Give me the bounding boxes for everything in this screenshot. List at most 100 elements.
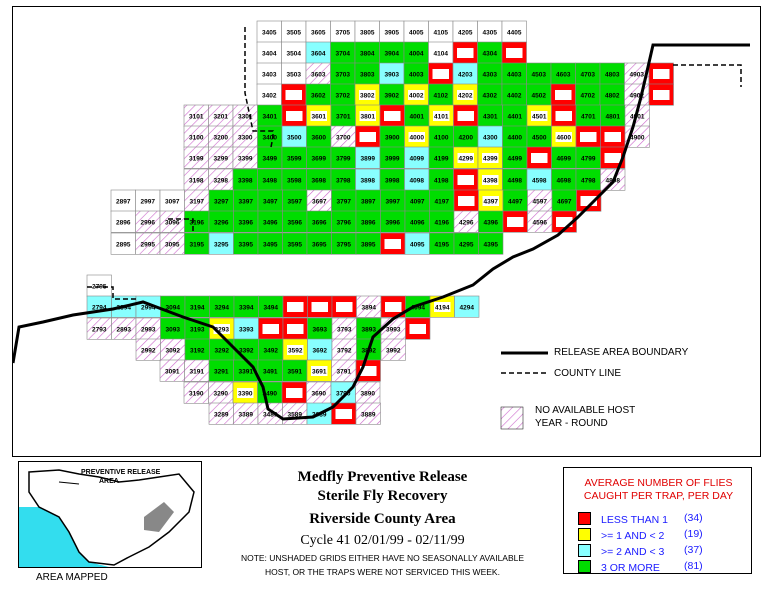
grid-cell-label-bg [237,388,254,398]
grid-cell-label-bg [213,345,230,355]
grid-cell-number: 3794 [337,305,352,312]
grid-cell-label-bg [604,153,621,163]
grid-cell-number: 4305 [483,30,498,37]
grid-cell-number: 4397 [484,199,499,206]
grid-cell-number: 3401 [263,114,278,121]
grid-cell-number: 4103 [434,72,449,79]
grid-cell-label-bg [458,302,475,312]
grid-cell-number: 2992 [141,348,156,355]
grid-cell-label-bg [433,175,450,185]
grid-cell-label-bg [286,388,303,398]
grid-cell-number: 4903 [630,72,645,79]
grid-cell-label-bg [335,111,352,121]
legend-no-host-1: NO AVAILABLE HOST [535,405,636,416]
grid-cell-label-bg [213,324,230,334]
grid-cell-label-bg [408,175,425,185]
grid-cell-label-bg [237,239,254,249]
grid-cell-label-bg [359,90,376,100]
grid-cell-label-bg [188,239,205,249]
grid-cell-label-bg [310,111,327,121]
grid-cell-number: 3498 [263,178,278,185]
grid-cell-label-bg [481,90,498,100]
grid-cell-label-bg [164,324,181,334]
grid-cell-number: 4094 [411,305,426,312]
grid-cell-label-bg [164,302,181,312]
note-line-2: HOST, OR THE TRAPS WERE NOT SERVICED THI… [265,567,500,577]
grid-cell-number: 3905 [385,30,400,37]
grid-cell-label-bg [653,69,670,79]
grid-cell-label-bg [335,153,352,163]
grid-cell-number: 4297 [459,199,474,206]
grid-cell-label-bg [507,217,524,227]
grid-cell-number: 3300 [238,135,253,142]
grid-cell-number: 4294 [460,305,475,312]
grid-cell-number: 3400 [263,135,278,142]
grid-cell-label-bg [457,175,474,185]
grid-cell-number: 3196 [190,220,205,227]
fly-legend-count: (34) [684,512,703,524]
grid-cell-label-bg [310,48,327,58]
grid-cell-number: 3995 [386,242,401,249]
grid-cell-label-bg [336,302,353,312]
grid-cell-number: 3791 [337,369,352,376]
grid-cell-number: 3493 [264,327,279,334]
grid-cell-label-bg [359,132,376,142]
grid-cell-number: 3703 [336,72,351,79]
grid-cell-label-bg [556,196,573,206]
grid-cell-label-bg [238,324,255,334]
grid-cell-label-bg [359,48,376,58]
grid-cell-number: 3199 [189,156,204,163]
grid-cell-number: 4401 [508,114,523,121]
grid-cell-number: 2894 [117,305,132,312]
grid-cell-label-bg [457,90,474,100]
grid-cell-number: 4398 [483,178,498,185]
grid-cell-number: 3701 [336,114,351,121]
grid-cell-label-bg [384,239,401,249]
grid-cell-number: 4600 [557,135,572,142]
grid-cell-number: 4104 [434,51,449,58]
grid-cell-label-bg [261,111,278,121]
grid-cell-label-bg [555,132,572,142]
grid-cell-number: 3798 [336,178,351,185]
grid-cell-label-bg [261,388,278,398]
grid-cell-label-bg [408,111,425,121]
grid-cell-label-bg [555,90,572,100]
legend-county-line: COUNTY LINE [554,368,622,379]
grid-cell-label-bg [433,132,450,142]
fly-legend-header-2: CAUGHT PER TRAP, PER DAY [583,490,734,502]
grid-cell-number: 4597 [533,199,548,206]
grid-cell-label-bg [237,217,254,227]
grid-cell-label-bg [237,366,254,376]
grid-cell-number: 4198 [434,178,449,185]
grid-cell-number: 3904 [385,51,400,58]
grid-cell-number: 3792 [337,348,352,355]
fly-legend-header-1: AVERAGE NUMBER OF FLIES [584,477,733,489]
grid-cell-number: 4204 [458,51,473,58]
grid-cell-label-bg [286,153,303,163]
grid-cell-number: 4404 [507,51,522,58]
grid-cell-label-bg [555,111,572,121]
grid-cell-number: 3694 [313,305,328,312]
grid-cell-label-bg [653,90,670,100]
grid-cell-number: 3291 [214,369,229,376]
grid-cell-number: 4298 [459,178,474,185]
grid-cell-number: 3702 [336,93,351,100]
grid-cell-number: 4603 [556,72,571,79]
grid-cell-label-bg [604,111,621,121]
grid-cell-number: 3390 [238,391,253,398]
fly-legend-label: LESS THAN 1 [601,514,668,526]
grid-cell-number: 3502 [287,93,302,100]
grid-cell-number: 4100 [434,135,449,142]
inset-label-2: AREA [99,478,119,485]
grid-cell-number: 3591 [288,369,303,376]
grid-cell-number: 3101 [189,114,204,121]
grid-cell-label-bg [409,302,426,312]
grid-cell-number: 3691 [312,369,327,376]
grid-cell-label-bg [580,153,597,163]
note-line-1: NOTE: UNSHADED GRIDS EITHER HAVE NO SEAS… [240,553,525,563]
grid-cell-number: 3893 [362,327,377,334]
grid-cell-number: 3399 [238,156,253,163]
grid-cell-label-bg [482,153,499,163]
grid-cell-number: 3604 [311,51,326,58]
grid-cell-label-bg [409,196,426,206]
